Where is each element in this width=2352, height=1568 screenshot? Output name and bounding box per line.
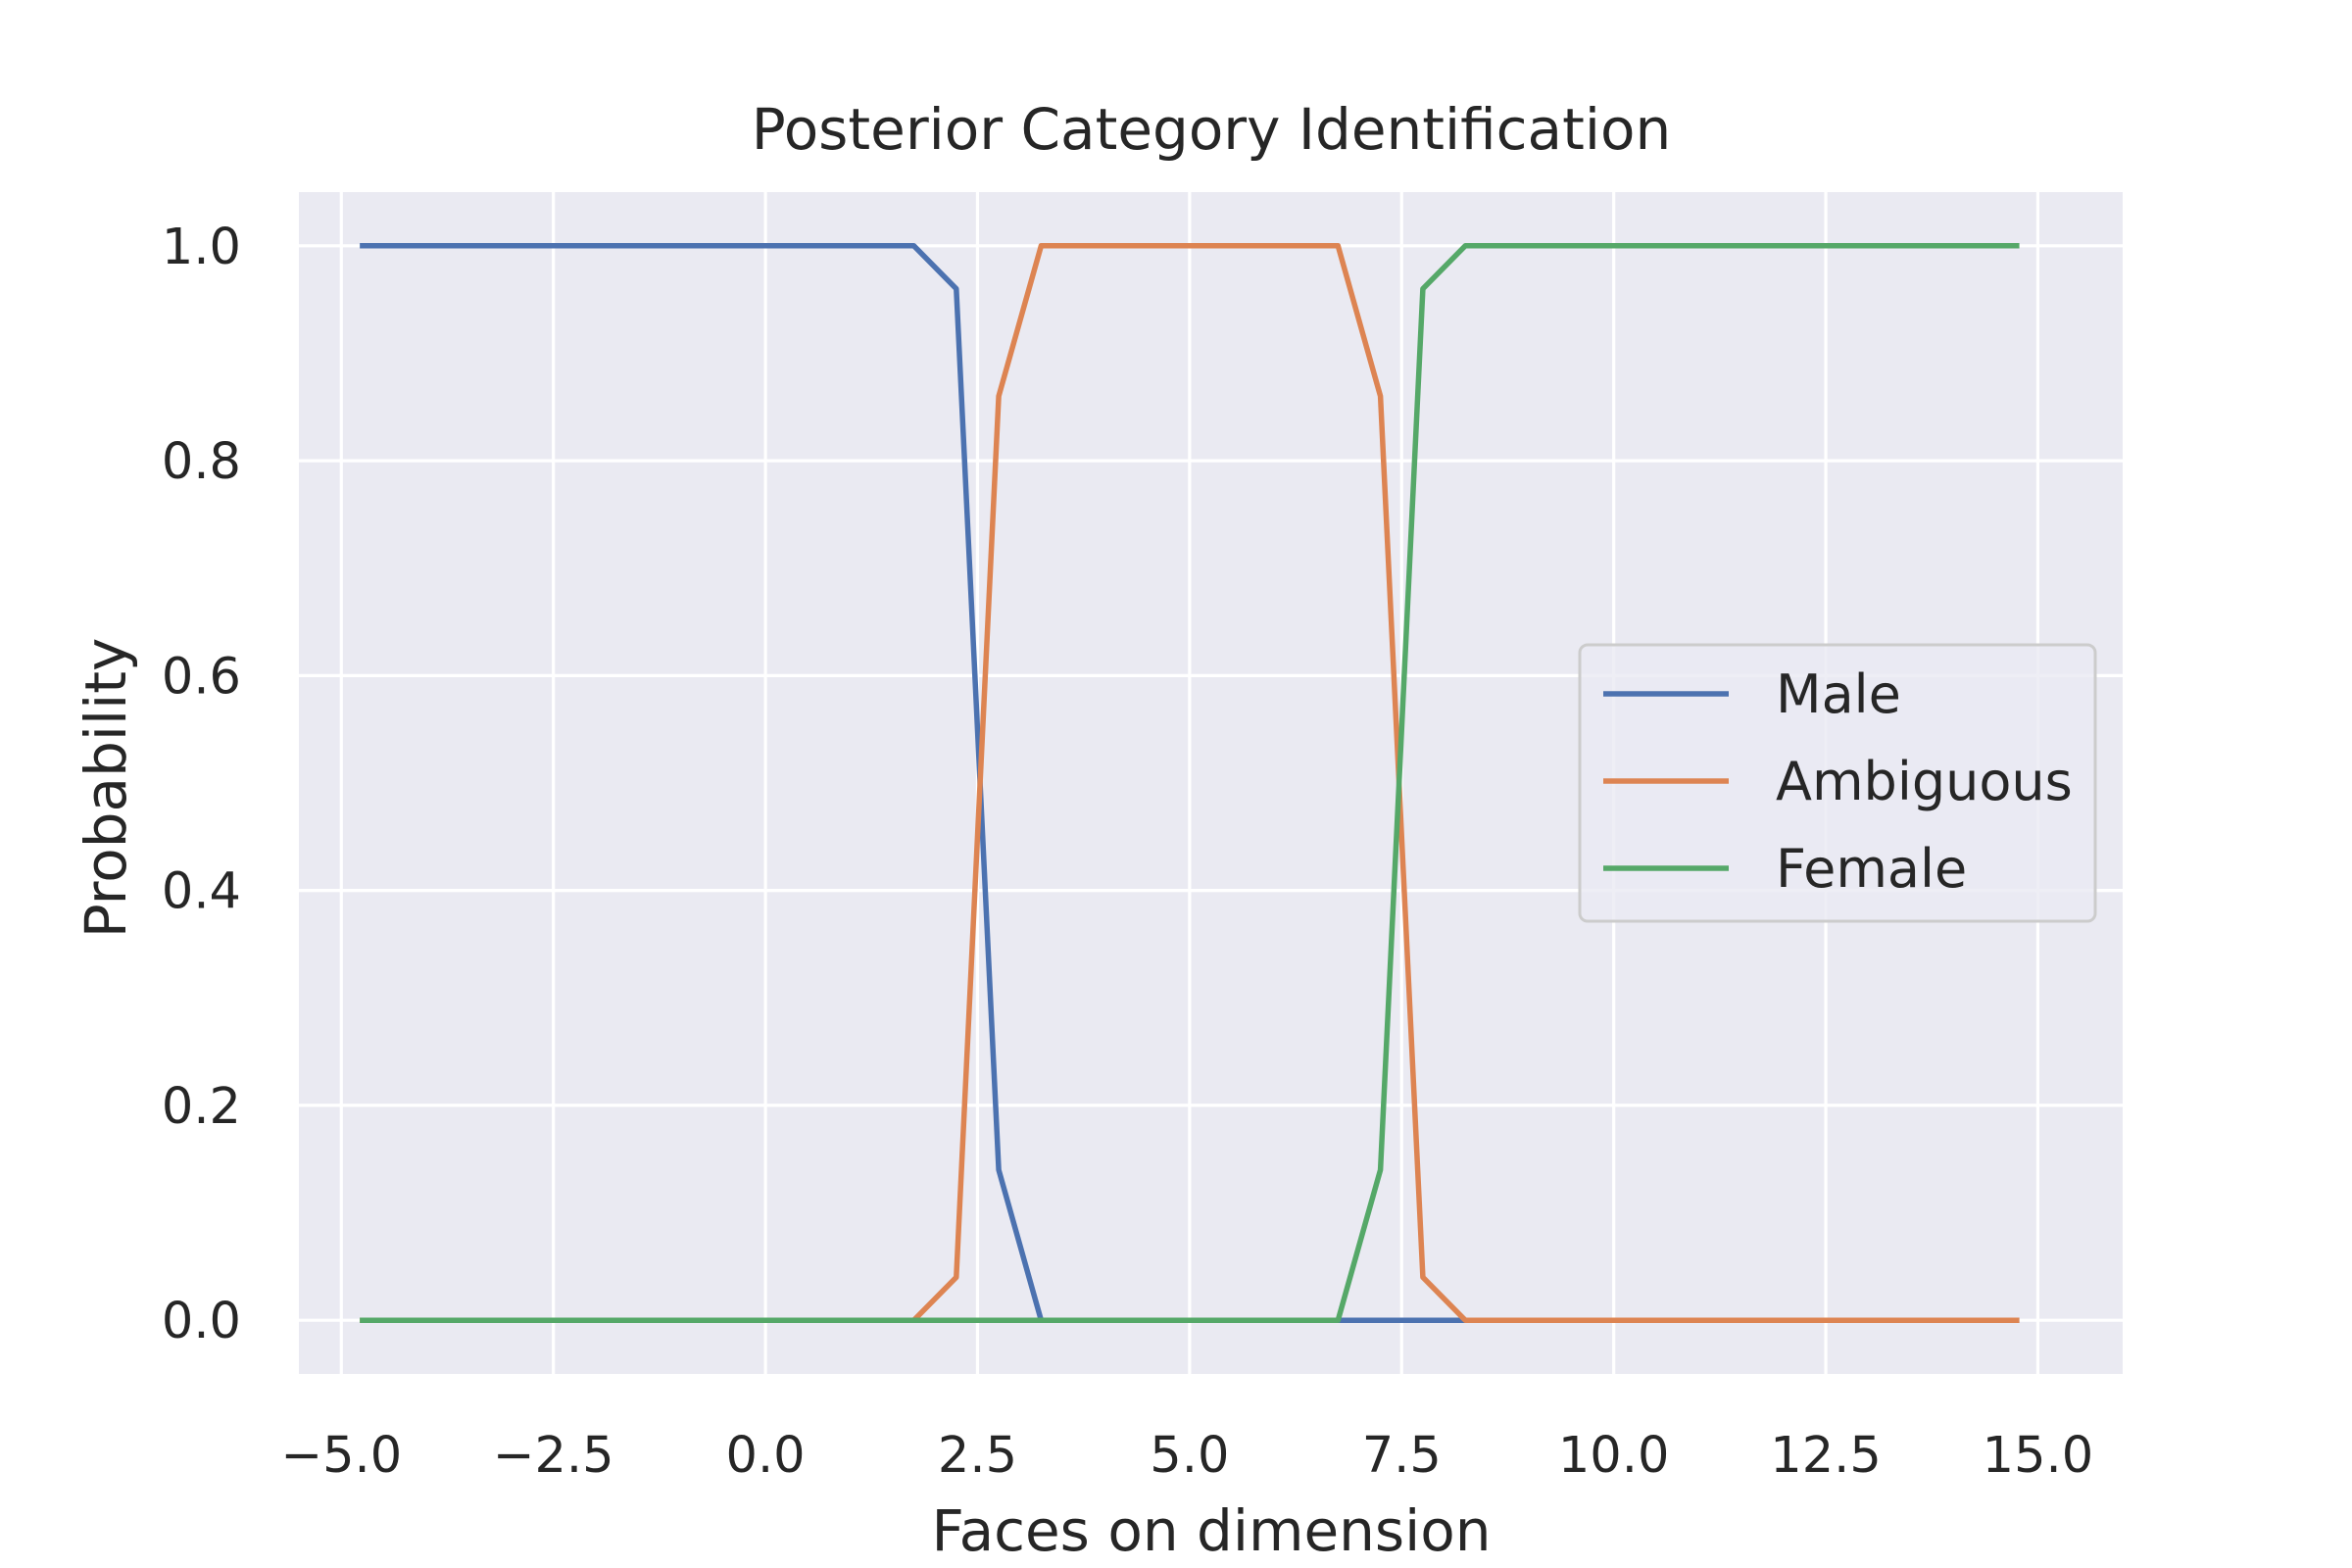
y-tick-label: 0.8 <box>162 433 241 491</box>
y-tick-label: 0.0 <box>162 1293 241 1350</box>
chart-title: Posterior Category Identification <box>752 96 1671 163</box>
y-axis-ticks: 0.0 0.2 0.4 0.6 0.8 1.0 <box>162 219 241 1350</box>
y-tick-label: 0.2 <box>162 1078 241 1136</box>
y-tick-label: 0.6 <box>162 648 241 706</box>
series-lines <box>360 243 2020 1323</box>
x-tick-label: 2.5 <box>938 1427 1017 1485</box>
legend-label-female: Female <box>1776 838 1967 900</box>
x-tick-label: 15.0 <box>1983 1427 2094 1485</box>
legend-box <box>1578 643 2097 923</box>
legend: Male Ambiguous Female <box>1578 643 2097 923</box>
x-tick-label: −5.0 <box>280 1427 402 1485</box>
y-tick-label: 1.0 <box>162 219 241 276</box>
x-tick-label: 10.0 <box>1558 1427 1670 1485</box>
series-line-ambiguous <box>360 243 2020 1323</box>
series-line-female <box>360 243 2020 1323</box>
x-tick-label: 5.0 <box>1150 1427 1229 1485</box>
y-axis-label: Probability <box>73 638 139 939</box>
legend-label-male: Male <box>1776 663 1901 725</box>
y-tick-label: 0.4 <box>162 863 241 921</box>
x-tick-label: 7.5 <box>1362 1427 1442 1485</box>
legend-label-ambiguous: Ambiguous <box>1776 751 2073 812</box>
x-axis-ticks: −5.0 −2.5 0.0 2.5 5.0 7.5 10.0 12.5 15.0 <box>280 1427 2093 1485</box>
x-tick-label: 12.5 <box>1770 1427 1882 1485</box>
x-axis-label: Faces on dimension <box>932 1497 1492 1564</box>
x-tick-label: −2.5 <box>493 1427 614 1485</box>
x-tick-label: 0.0 <box>726 1427 806 1485</box>
